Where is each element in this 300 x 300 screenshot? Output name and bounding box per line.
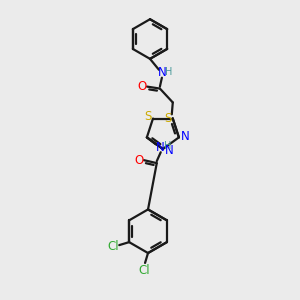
Text: Cl: Cl [138,264,150,278]
Text: S: S [144,110,152,123]
Text: N: N [181,130,189,143]
Text: H: H [164,141,171,151]
Text: N: N [164,143,173,157]
Text: S: S [164,112,172,125]
Text: N: N [156,141,165,154]
Text: H: H [165,67,172,77]
Text: O: O [134,154,144,167]
Text: N: N [158,66,166,79]
Text: Cl: Cl [107,240,119,253]
Text: O: O [137,80,147,93]
